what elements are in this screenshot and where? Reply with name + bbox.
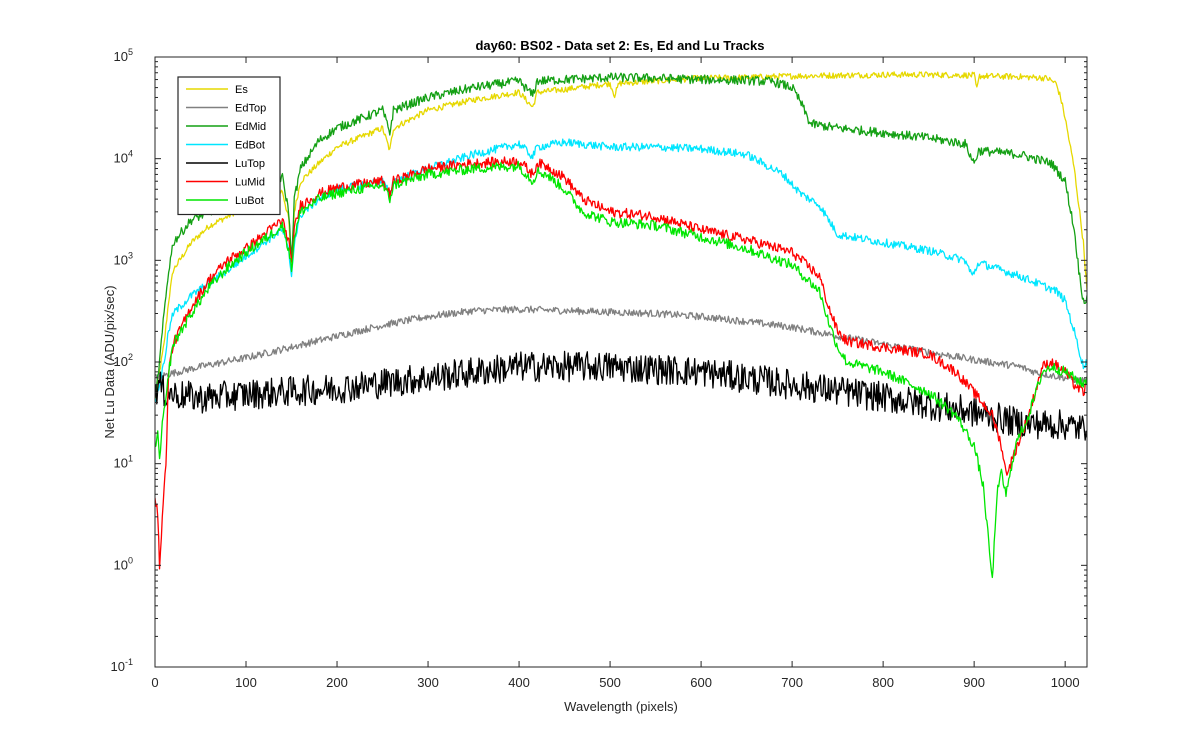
x-tick-label: 1000 <box>1051 675 1080 690</box>
legend-label-edbot: EdBot <box>235 140 265 152</box>
x-tick-label: 700 <box>781 675 803 690</box>
x-axis: 0 100 200 300 400 500 600 700 800 900 1000 <box>151 57 1080 690</box>
x-tick-label: 300 <box>417 675 439 690</box>
x-tick-label: 100 <box>235 675 257 690</box>
y-axis-label: Net Lu Data (ADU/pix/sec) <box>102 285 117 438</box>
y-tick-label: 105 <box>114 47 133 64</box>
y-tick-label: 10-1 <box>111 657 133 674</box>
chart-title: day60: BS02 - Data set 2: Es, Ed and Lu … <box>475 38 764 53</box>
y-tick-label: 102 <box>114 352 133 369</box>
y-axis: 10-1 100 101 102 103 104 105 <box>111 47 1087 674</box>
series-line-es <box>155 71 1087 402</box>
series-layer <box>155 71 1087 579</box>
series-line-lutop <box>155 350 1087 441</box>
legend-label-es: Es <box>235 84 248 96</box>
x-tick-label: 0 <box>151 675 158 690</box>
x-tick-label: 500 <box>599 675 621 690</box>
legend-label-edmid: EdMid <box>235 121 266 133</box>
legend-label-lutop: LuTop <box>235 158 265 170</box>
x-tick-label: 900 <box>963 675 985 690</box>
series-line-lubot <box>155 160 1087 579</box>
legend: Es EdTop EdMid EdBot LuTop LuMid LuBot <box>177 76 281 216</box>
series-line-lumid <box>155 156 1087 570</box>
x-tick-label: 200 <box>326 675 348 690</box>
y-tick-label: 100 <box>114 555 133 572</box>
legend-label-lubot: LuBot <box>235 195 264 207</box>
y-tick-label: 101 <box>114 454 133 471</box>
y-tick-label: 103 <box>114 250 133 267</box>
legend-label-lumid: LuMid <box>235 177 265 189</box>
x-axis-label: Wavelength (pixels) <box>564 699 678 714</box>
legend-label-edtop: EdTop <box>235 103 266 115</box>
series-line-edmid <box>155 72 1087 399</box>
plot-area <box>155 57 1087 667</box>
y-tick-label: 104 <box>114 149 133 166</box>
x-tick-label: 400 <box>508 675 530 690</box>
x-tick-label: 600 <box>690 675 712 690</box>
x-tick-label: 800 <box>872 675 894 690</box>
legend-box <box>177 76 281 216</box>
